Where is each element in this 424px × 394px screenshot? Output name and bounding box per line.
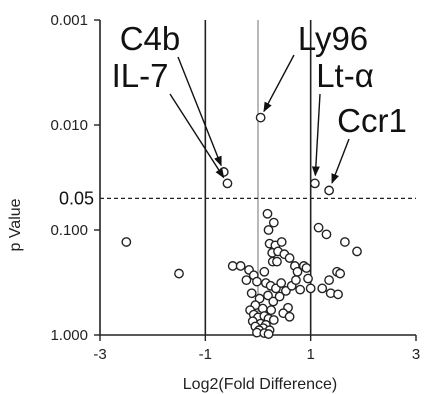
data-point (174, 268, 184, 279)
data-point (252, 276, 262, 287)
data-point (255, 112, 266, 123)
data-point (352, 246, 362, 257)
gene-label: Ly96 (298, 20, 368, 57)
x-tick-label: 3 (412, 346, 420, 363)
y-tick-label: 0.001 (50, 12, 88, 29)
significance-line: 0.05 (59, 188, 416, 208)
data-point (339, 237, 350, 247)
data-point (309, 178, 320, 189)
data-point (268, 296, 279, 307)
data-point (317, 283, 328, 294)
data-points (121, 112, 362, 339)
data-point (324, 185, 334, 196)
annotation-arrow (177, 56, 222, 167)
x-tick-label: 1 (306, 346, 314, 363)
data-point (303, 273, 313, 284)
data-point (284, 311, 295, 322)
significance-label: 0.05 (59, 188, 94, 208)
data-point (335, 268, 346, 279)
data-point (301, 263, 312, 273)
y-tick-label: 0.100 (50, 222, 88, 239)
data-point (284, 253, 295, 263)
data-point (268, 315, 279, 325)
gene-label: C4b (120, 20, 181, 57)
annotation-arrow (263, 54, 295, 113)
data-point (276, 237, 287, 247)
annotation-arrow (169, 93, 225, 179)
x-axis-title: Log2(Fold Difference) (183, 376, 337, 393)
annotation-arrow (331, 138, 350, 184)
data-point (266, 305, 277, 316)
data-point (222, 178, 233, 189)
data-point (263, 225, 274, 235)
axis-ticks: 0.001 0.010 0.100 1.000 -3 -1 1 3 (50, 12, 420, 363)
data-point (263, 329, 274, 339)
x-tick-label: -3 (93, 346, 106, 363)
data-point (235, 261, 246, 271)
data-point (263, 290, 273, 301)
data-point (121, 237, 132, 247)
data-point (276, 278, 287, 288)
data-point (324, 275, 334, 285)
gene-label: Lt-α (316, 57, 374, 94)
data-point (333, 289, 343, 300)
gene-label: IL-7 (112, 57, 169, 94)
data-point (321, 229, 332, 240)
data-point (268, 217, 279, 228)
data-point (272, 256, 282, 267)
data-point (295, 284, 306, 295)
data-point (227, 261, 238, 271)
data-point (246, 288, 257, 299)
annotation-arrow (311, 93, 321, 177)
data-point (313, 222, 324, 233)
y-axis-title: p Value (7, 198, 24, 251)
data-point (259, 266, 270, 277)
y-tick-label: 0.010 (50, 117, 88, 134)
data-point (305, 283, 316, 294)
y-tick-label: 1.000 (50, 327, 88, 344)
x-tick-label: -1 (199, 346, 212, 363)
data-point (274, 291, 285, 302)
data-point (262, 208, 273, 219)
data-point (241, 275, 252, 285)
gene-label: Ccr1 (337, 102, 407, 139)
data-point (291, 275, 301, 285)
